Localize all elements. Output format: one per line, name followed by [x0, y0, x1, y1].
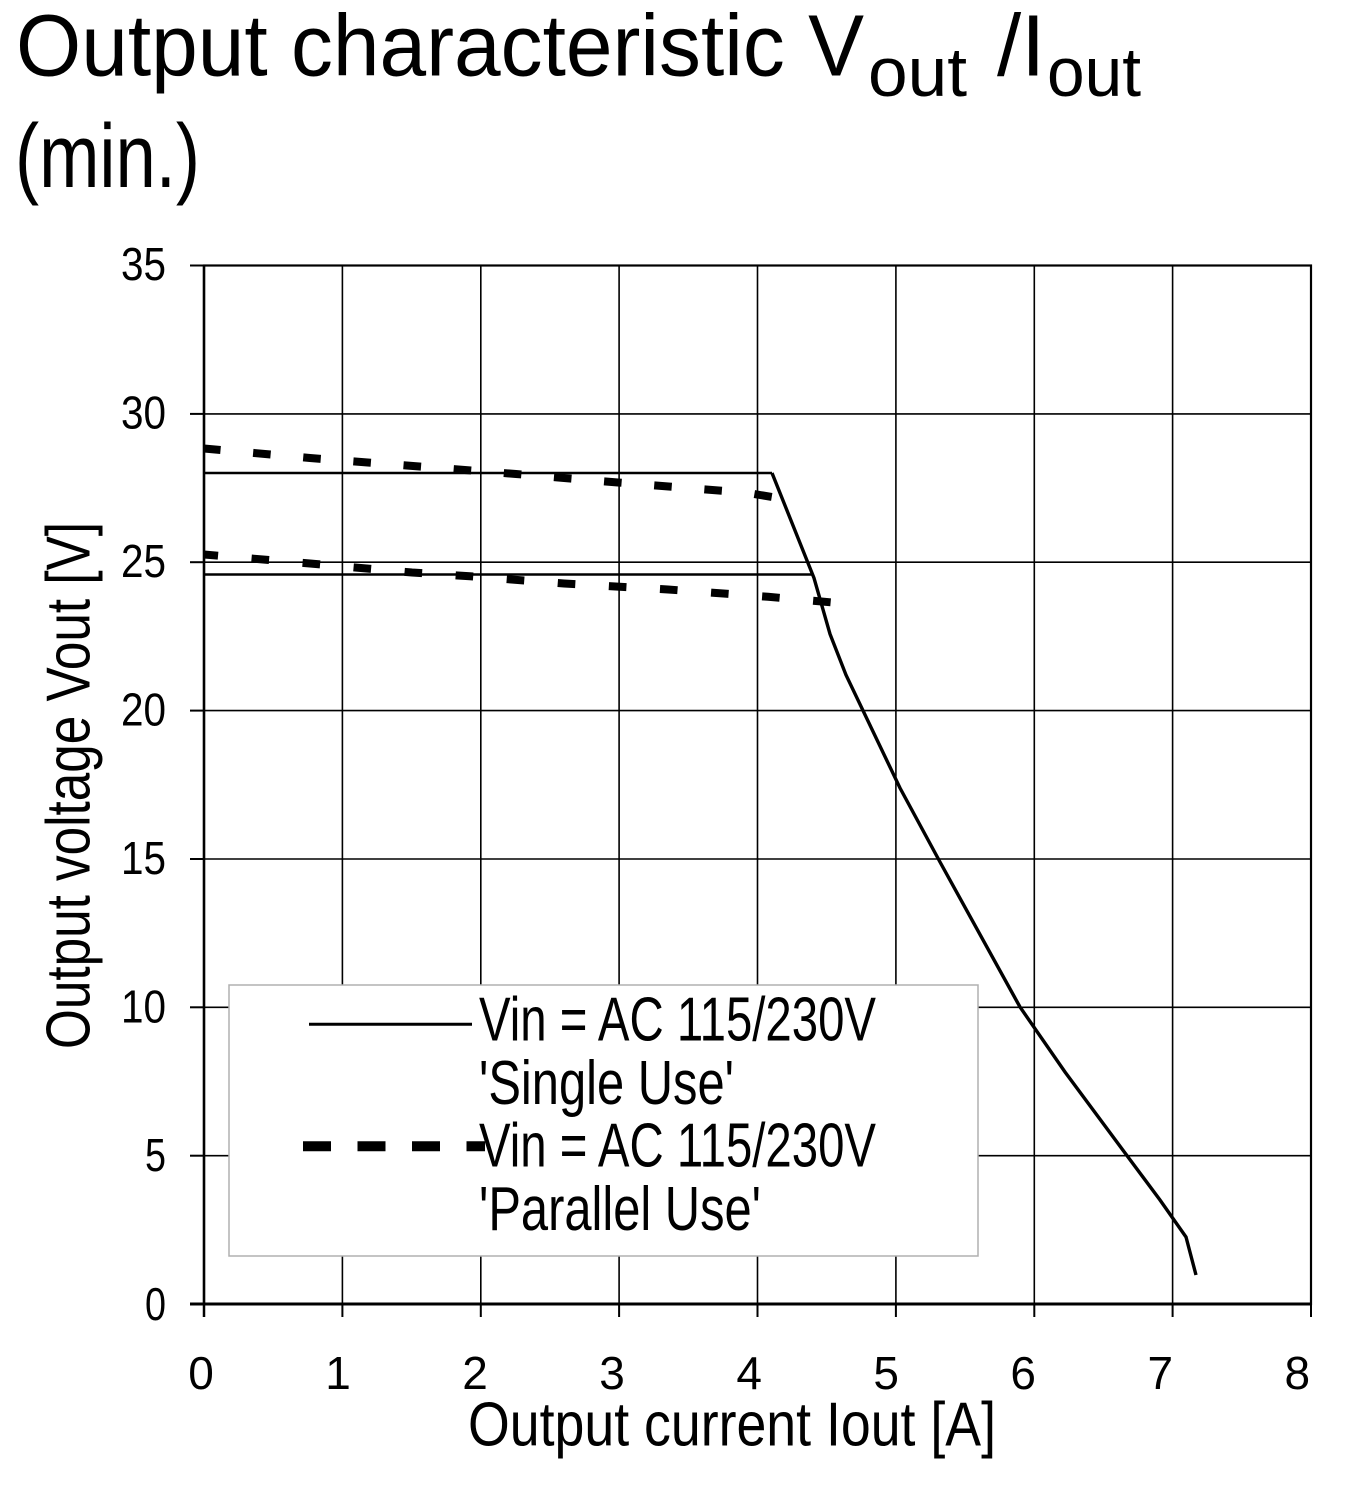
svg-text:0: 0 — [188, 1347, 214, 1399]
svg-text:25: 25 — [121, 535, 166, 587]
svg-text:35: 35 — [121, 238, 166, 290]
svg-text:out: out — [1047, 33, 1141, 111]
svg-text:Vin = AC 115/230V: Vin = AC 115/230V — [479, 986, 876, 1055]
svg-text:5: 5 — [873, 1347, 899, 1399]
svg-text:'Parallel Use': 'Parallel Use' — [479, 1175, 761, 1244]
svg-text:10: 10 — [121, 981, 166, 1033]
svg-text:0: 0 — [145, 1278, 166, 1330]
svg-text:3: 3 — [599, 1347, 625, 1399]
svg-text:2: 2 — [462, 1347, 488, 1399]
svg-text:6: 6 — [1010, 1347, 1036, 1399]
svg-text:/I: /I — [997, 0, 1045, 95]
svg-text:7: 7 — [1148, 1347, 1174, 1399]
svg-text:Output characteristic V: Output characteristic V — [16, 0, 864, 95]
svg-text:20: 20 — [121, 684, 166, 736]
svg-text:8: 8 — [1285, 1347, 1311, 1399]
svg-text:30: 30 — [121, 387, 166, 439]
svg-text:1: 1 — [325, 1347, 351, 1399]
svg-text:4: 4 — [736, 1347, 762, 1399]
svg-text:Output current Iout [A]: Output current Iout [A] — [468, 1391, 996, 1460]
svg-text:(min.): (min.) — [15, 107, 200, 207]
svg-text:Vin = AC 115/230V: Vin = AC 115/230V — [479, 1112, 876, 1181]
svg-text:Output voltage Vout [V]: Output voltage Vout [V] — [35, 522, 104, 1049]
svg-text:5: 5 — [145, 1129, 166, 1181]
svg-text:'Single Use': 'Single Use' — [479, 1049, 734, 1118]
svg-text:out: out — [868, 33, 967, 111]
svg-text:15: 15 — [121, 832, 166, 884]
